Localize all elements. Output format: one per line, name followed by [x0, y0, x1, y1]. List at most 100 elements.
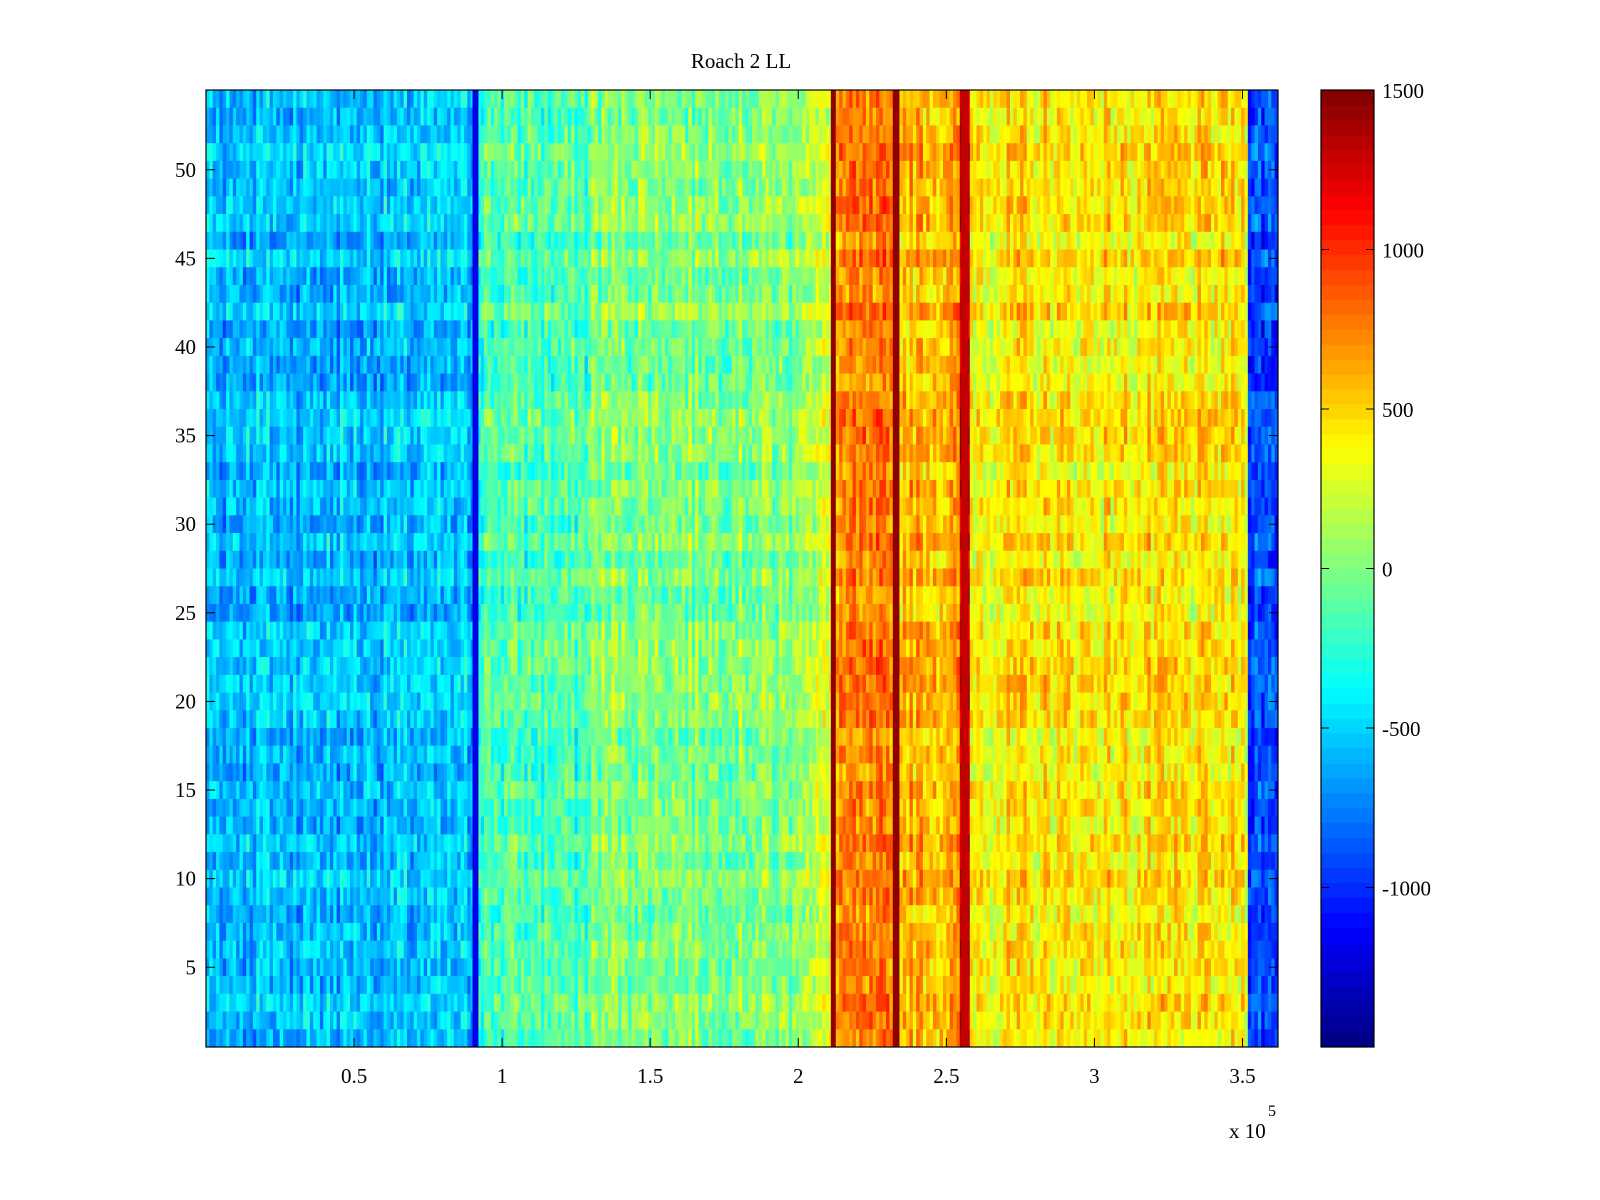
heatmap-cell [323, 922, 328, 942]
heatmap-cell [229, 568, 234, 587]
heatmap-cell [236, 639, 241, 658]
heatmap-cell [306, 107, 311, 127]
heatmap-cell [450, 479, 455, 499]
heatmap-cell [356, 993, 361, 1013]
heatmap-cell [246, 391, 251, 410]
heatmap-cell [313, 231, 318, 251]
heatmap-cell [313, 196, 318, 215]
heatmap-cell [410, 107, 415, 127]
heatmap-cell [246, 302, 251, 321]
heatmap-cell [333, 426, 338, 446]
heatmap-cell [353, 852, 358, 871]
heatmap-cell [396, 869, 401, 889]
heatmap-cell [510, 816, 515, 835]
heatmap-cell [463, 834, 468, 853]
heatmap-cell [417, 603, 421, 623]
heatmap-cell [256, 160, 261, 180]
heatmap-cell [393, 869, 398, 889]
heatmap-cell [494, 657, 499, 676]
heatmap-cell [256, 887, 261, 906]
heatmap-cell [450, 533, 455, 552]
heatmap-cell [396, 143, 401, 162]
heatmap-cell [427, 462, 432, 481]
heatmap-cell [420, 426, 425, 446]
heatmap-cell [403, 497, 408, 516]
heatmap-cell [370, 409, 375, 428]
heatmap-cell [383, 993, 388, 1013]
heatmap-cell [410, 479, 415, 499]
heatmap-cell [309, 231, 314, 251]
heatmap-cell [457, 710, 462, 729]
heatmap-cell [273, 373, 277, 392]
heatmap-cell [497, 214, 502, 233]
heatmap-cell [507, 338, 512, 357]
heatmap-cell [450, 781, 455, 800]
heatmap-cell [316, 533, 321, 552]
heatmap-cell [229, 90, 234, 109]
heatmap-cell [356, 497, 361, 516]
heatmap-cell [497, 568, 502, 587]
heatmap-cell [443, 426, 448, 446]
heatmap-cell [329, 338, 334, 357]
heatmap-cell [453, 267, 458, 286]
heatmap-cell [256, 657, 261, 676]
heatmap-cell [229, 231, 234, 251]
heatmap-cell [299, 143, 304, 162]
heatmap-cell [232, 107, 237, 127]
heatmap-cell [467, 816, 472, 835]
heatmap-cell [273, 887, 277, 906]
heatmap-cell [232, 284, 237, 304]
heatmap-cell [380, 763, 385, 782]
heatmap-cell [262, 249, 267, 268]
heatmap-cell [229, 214, 234, 233]
heatmap-cell [494, 550, 499, 570]
heatmap-cell [440, 462, 445, 481]
heatmap-cell [206, 976, 210, 995]
heatmap-cell [453, 621, 458, 640]
heatmap-cell [393, 639, 398, 658]
heatmap-cell [440, 107, 445, 127]
heatmap-cell [350, 603, 354, 623]
heatmap-cell [494, 603, 499, 623]
heatmap-cell [303, 160, 308, 180]
heatmap-cell [246, 320, 251, 339]
heatmap-cell [262, 1011, 267, 1030]
heatmap-cell [490, 869, 495, 889]
heatmap-cell [463, 90, 468, 109]
heatmap-cell [232, 320, 237, 339]
heatmap-cell [293, 781, 298, 800]
heatmap-cell [299, 976, 304, 995]
heatmap-cell [350, 728, 354, 747]
heatmap-cell [410, 657, 415, 676]
heatmap-cell [276, 993, 281, 1013]
heatmap-cell [316, 90, 321, 109]
heatmap-cell [249, 355, 254, 375]
heatmap-cell [289, 160, 294, 180]
heatmap-cell [256, 781, 261, 800]
heatmap-cell [293, 745, 298, 765]
heatmap-cell [279, 214, 284, 233]
heatmap-cell [360, 178, 365, 197]
heatmap-cell [500, 763, 505, 782]
heatmap-cell [286, 302, 291, 321]
heatmap-cell [313, 373, 318, 392]
heatmap-cell [239, 816, 244, 835]
heatmap-cell [216, 958, 220, 977]
heatmap-cell [293, 479, 298, 499]
heatmap-cell [323, 196, 328, 215]
heatmap-cell [340, 550, 344, 570]
heatmap-cell [252, 869, 257, 889]
heatmap-cell [346, 550, 351, 570]
heatmap-cell [420, 958, 425, 977]
heatmap-cell [343, 940, 348, 959]
heatmap-cell [440, 728, 445, 747]
heatmap-cell [484, 302, 488, 321]
heatmap-cell [246, 745, 251, 765]
heatmap-cell [433, 214, 438, 233]
heatmap-cell [206, 196, 210, 215]
heatmap-cell [386, 568, 391, 587]
heatmap-cell [266, 887, 271, 906]
heatmap-cell [269, 905, 274, 924]
heatmap-cell [216, 497, 220, 516]
heatmap-cell [346, 515, 351, 534]
